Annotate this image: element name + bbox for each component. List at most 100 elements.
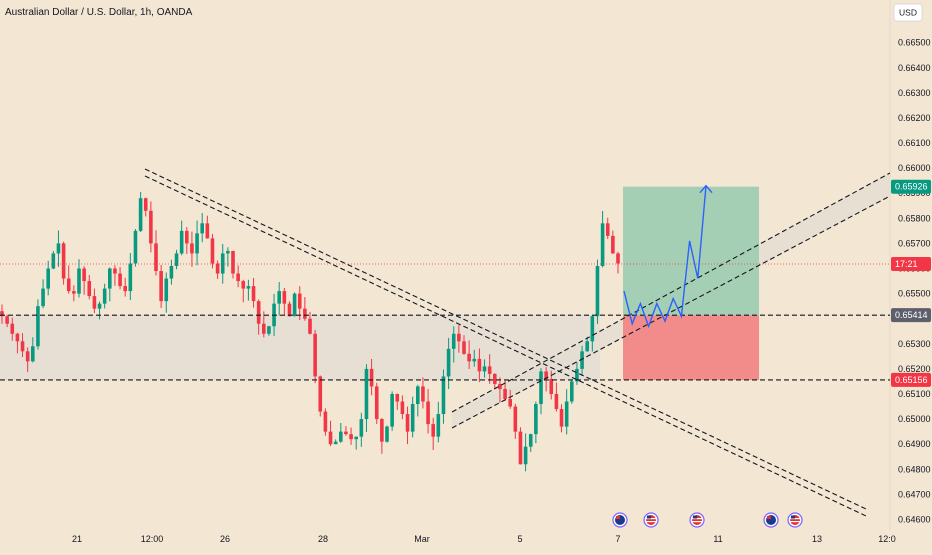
time-axis-tick: 13	[812, 534, 822, 544]
candle	[20, 333, 25, 357]
candle	[231, 250, 235, 279]
candle-body	[328, 431, 333, 445]
countdown-label-text: 17:21	[895, 259, 918, 269]
time-axis-bg[interactable]	[0, 530, 932, 550]
candle-body	[169, 266, 174, 279]
symbol-title: Australian Dollar / U.S. Dollar, 1h, OAN…	[5, 7, 193, 18]
candle	[174, 249, 179, 270]
candle-body	[118, 273, 122, 287]
candle	[600, 210, 605, 268]
candle	[564, 389, 569, 435]
candle	[82, 266, 86, 295]
candle	[467, 340, 471, 370]
candle	[385, 425, 389, 443]
candle	[277, 281, 281, 316]
candle-body	[390, 393, 394, 427]
candle	[164, 272, 169, 313]
candle-body	[200, 223, 204, 234]
candle-body	[31, 346, 35, 362]
entry-price-label-bg	[891, 308, 931, 323]
flag-us-canton	[693, 515, 697, 519]
flag-us-stripe	[790, 518, 800, 520]
candle-body	[426, 401, 430, 425]
candle-body	[539, 371, 543, 405]
candle-body	[441, 376, 446, 415]
candle-body	[518, 431, 523, 465]
candle-body	[590, 316, 595, 342]
candle-body	[5, 316, 9, 324]
candle	[190, 231, 194, 267]
candle-body	[231, 250, 235, 274]
candle	[472, 349, 477, 367]
candle-body	[436, 414, 441, 437]
time-axis[interactable]: 21 12:00 26 28 Mar 5 7 11 13 12:0	[72, 534, 896, 544]
candle	[395, 393, 400, 410]
candle-body	[451, 333, 456, 349]
candle	[605, 217, 610, 239]
candle	[41, 279, 45, 309]
candle	[323, 408, 328, 436]
candle-body	[472, 358, 477, 362]
candle-body	[195, 233, 199, 254]
candle-body	[25, 351, 30, 362]
candle-body	[528, 434, 533, 447]
candle-body	[344, 431, 348, 435]
candle	[482, 359, 487, 378]
candle-body	[421, 386, 425, 402]
candle-body	[0, 311, 4, 317]
candle-body	[297, 293, 302, 309]
candle	[210, 233, 215, 269]
currency-button[interactable]: USD	[893, 3, 923, 22]
candle-body	[385, 426, 389, 442]
candle-body	[323, 411, 328, 432]
candle-body	[133, 230, 138, 264]
candle-body	[339, 431, 343, 442]
time-axis-tick: 21	[72, 534, 82, 544]
price-axis-tick: 0.66000	[898, 163, 931, 173]
candle	[256, 299, 261, 335]
candle-body	[564, 401, 569, 427]
candle	[528, 433, 533, 453]
candle-body	[185, 230, 189, 244]
candle	[344, 426, 348, 436]
candle-body	[205, 223, 210, 239]
downtrend-line-upper	[144, 168, 867, 510]
candle-body	[575, 368, 579, 382]
candle	[5, 314, 9, 328]
candle	[369, 358, 374, 396]
candle	[51, 251, 56, 270]
countdown-label-bg	[891, 256, 931, 271]
candle	[508, 389, 512, 409]
price-axis-tick: 0.64600	[898, 514, 931, 524]
candle-body	[380, 419, 384, 442]
candle	[318, 375, 323, 417]
candle-body	[503, 388, 507, 399]
candle	[241, 279, 246, 303]
candle-body	[534, 404, 538, 435]
candle	[226, 247, 230, 267]
candle-body	[15, 333, 20, 342]
candle-body	[66, 278, 71, 292]
target-price-label: 0.65926	[891, 179, 931, 194]
candle-body	[179, 230, 184, 254]
price-axis-tick: 0.65200	[898, 364, 931, 374]
candle-body	[215, 263, 220, 274]
candle-body	[72, 291, 76, 294]
candle-body	[400, 401, 405, 415]
candle-body	[369, 368, 374, 387]
price-labels: 0.65926 17:21 0.65414 0.65156	[891, 179, 931, 387]
candle	[15, 332, 20, 354]
candle-body	[20, 341, 25, 352]
candle	[118, 267, 122, 290]
candle	[287, 301, 292, 317]
candle-body	[364, 368, 369, 420]
candle-body	[41, 288, 45, 307]
candle	[359, 412, 364, 447]
downtrend-line-lower	[144, 175, 867, 517]
economic-events	[612, 512, 803, 528]
price-axis-tick: 0.65100	[898, 389, 931, 399]
candle	[431, 417, 435, 450]
price-axis-tick: 0.66200	[898, 113, 931, 123]
